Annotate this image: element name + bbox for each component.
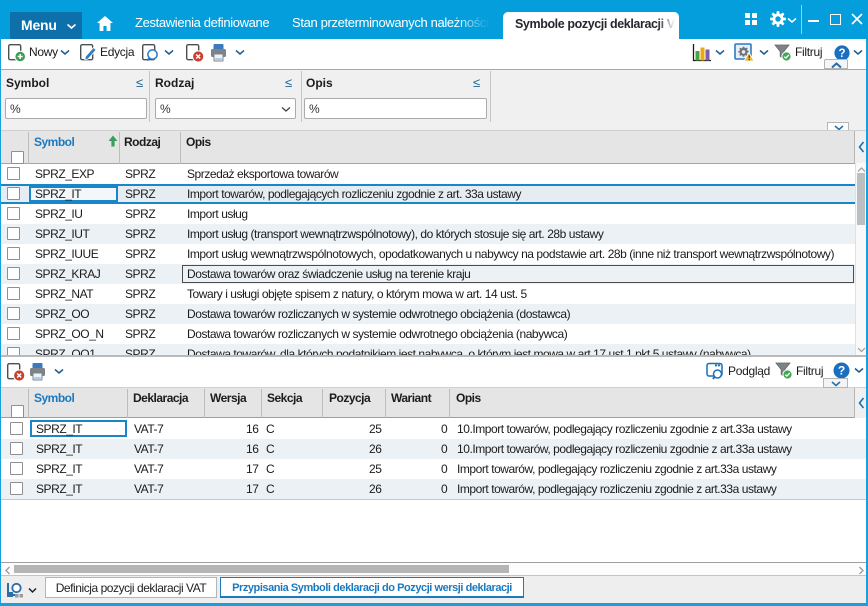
svg-text:?: ? <box>838 48 845 60</box>
svg-text:?: ? <box>838 364 845 378</box>
